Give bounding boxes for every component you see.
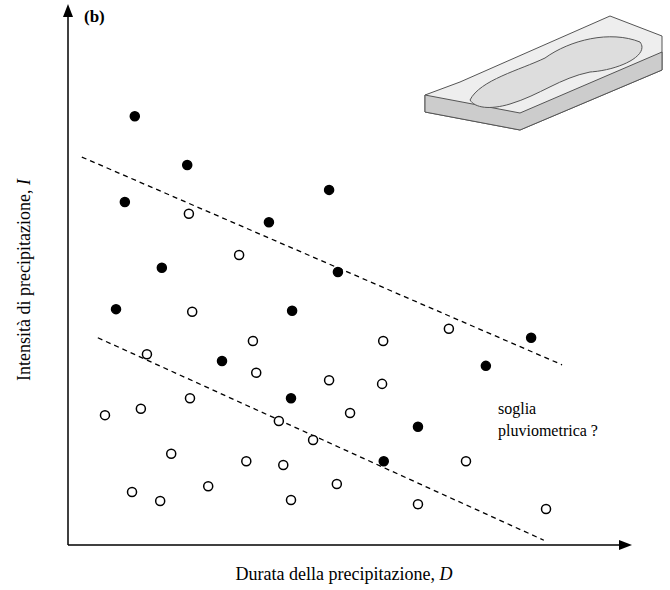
svg-text:(b): (b) — [84, 7, 105, 26]
svg-text:Durata della precipitazione, D: Durata della precipitazione, D — [236, 564, 453, 584]
svg-text:Intensità di precipitazione, I: Intensità di precipitazione, I — [14, 178, 34, 381]
svg-text:sogliapluviometrica ?: sogliapluviometrica ? — [498, 400, 598, 440]
